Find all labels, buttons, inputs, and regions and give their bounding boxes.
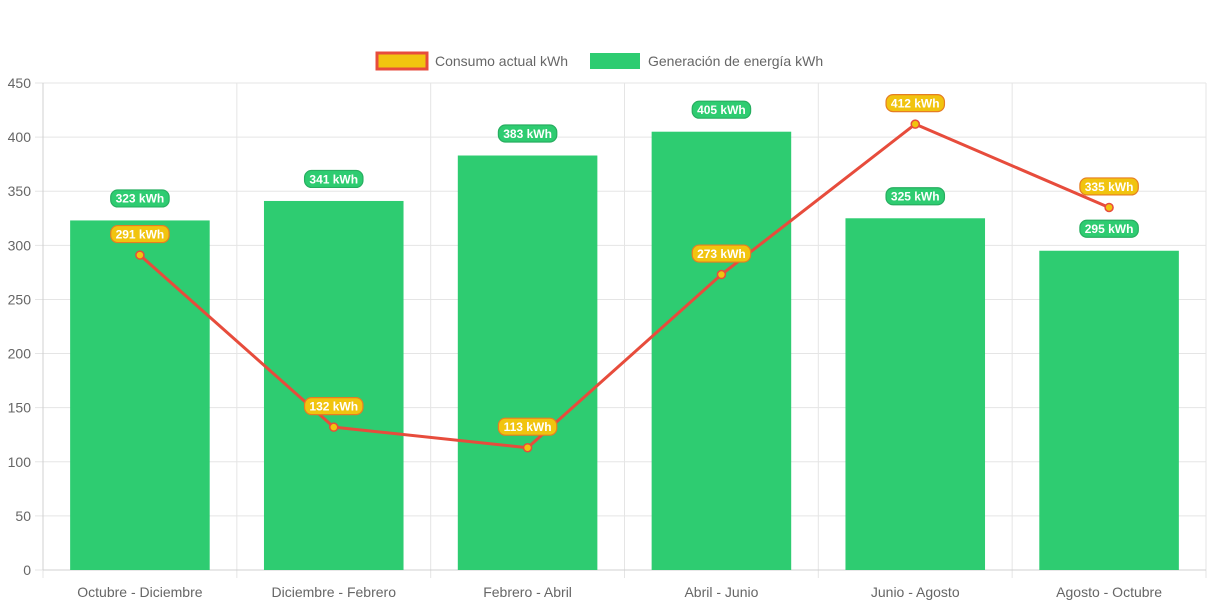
legend-label-generacion: Generación de energía kWh [648,53,823,69]
x-tick-label: Abril - Junio [684,584,758,600]
bar-data-label-bg [303,169,364,189]
line-data-label: 113 kWh [497,417,558,436]
bar-data-label: 295 kWh [1079,219,1139,238]
line-data-label: 412 kWh [885,94,946,113]
bar-generacion[interactable] [457,155,598,570]
point-consumo[interactable] [135,250,145,260]
line-data-label-text: 273 kWh [697,247,746,261]
line-data-label: 273 kWh [691,244,752,263]
point-consumo[interactable] [910,119,920,129]
line-data-label-text: 335 kWh [1085,180,1134,194]
x-tick-label: Febrero - Abril [483,584,572,600]
y-tick-label: 50 [15,508,31,524]
x-tick-label: Agosto - Octubre [1056,584,1162,600]
y-tick-label: 0 [23,562,31,578]
data-labels: 323 kWh 341 kWh 383 kWh 405 kWh 325 kWh 295 k… [110,94,1139,436]
line-data-label: 132 kWh [303,397,364,416]
line-data-label-text: 412 kWh [891,96,940,110]
bar-data-label-text: 295 kWh [1085,222,1134,236]
y-tick-label: 450 [8,75,32,91]
line-data-label-bg [303,397,364,416]
y-axis: 0 50 100 150 200 250 300 350 400 450 [8,75,1206,578]
bar-generacion[interactable] [1039,250,1179,570]
x-tick-label: Diciembre - Febrero [272,584,397,600]
bar-data-label-text: 383 kWh [503,127,552,141]
bar-data-label-bg [885,187,946,206]
bar-data-label: 405 kWh [691,100,752,119]
bar-data-label-bg [497,124,558,143]
y-tick-label: 350 [8,183,32,199]
x-tick-label: Junio - Agosto [871,584,960,600]
legend-item-generacion[interactable]: Generación de energía kWh [590,53,823,69]
bar-data-label-text: 323 kWh [116,192,165,206]
bar-generacion[interactable] [70,220,210,571]
line-data-label-bg [1079,177,1139,196]
legend-label-consumo: Consumo actual kWh [435,53,568,69]
bar-data-label: 383 kWh [497,124,558,143]
legend-swatch-consumo [375,51,429,71]
bar-generacion[interactable] [845,218,986,570]
line-data-label-bg [885,94,946,113]
line-data-label-text: 113 kWh [504,420,552,434]
legend-swatch-generacion [590,53,640,69]
bar-data-label-bg [691,100,752,119]
line-data-label-bg [497,417,558,436]
bar-data-label-text: 405 kWh [697,103,746,117]
bar-data-label-bg [110,189,170,208]
y-tick-label: 300 [8,237,32,253]
y-tick-label: 150 [8,400,32,416]
x-tick-label: Octubre - Diciembre [77,584,202,600]
y-tick-label: 250 [8,291,32,307]
grid-lines [35,82,1207,578]
bar-data-label-bg [1079,219,1139,238]
line-data-label-bg [691,244,752,263]
line-data-label-text: 291 kWh [116,227,165,241]
line-data-label-bg [110,224,170,244]
y-tick-label: 400 [8,129,32,145]
y-tick-label: 100 [8,454,32,470]
bar-data-label: 325 kWh [885,187,946,206]
line-series [135,119,1114,453]
line-data-label: 335 kWh [1079,177,1139,196]
point-consumo[interactable] [716,269,727,280]
bar-data-label-text: 341 kWh [309,172,358,186]
legend: Consumo actual kWh Generación de energía … [375,51,823,71]
legend-item-consumo[interactable]: Consumo actual kWh [375,51,568,71]
bar-data-label: 341 kWh [303,169,364,189]
point-consumo[interactable] [522,442,533,453]
x-axis: Octubre - Diciembre Diciembre - Febrero Fe… [77,584,1162,600]
line-consumo [138,122,1110,450]
y-tick-label: 200 [8,346,32,362]
line-data-label: 291 kWh [110,224,170,244]
bar-generacion[interactable] [651,131,792,570]
point-consumo[interactable] [329,422,339,432]
bar-data-label: 323 kWh [110,189,170,208]
line-data-label-text: 132 kWh [309,399,358,413]
point-consumo[interactable] [1104,202,1114,213]
bar-data-label-text: 325 kWh [891,190,940,204]
